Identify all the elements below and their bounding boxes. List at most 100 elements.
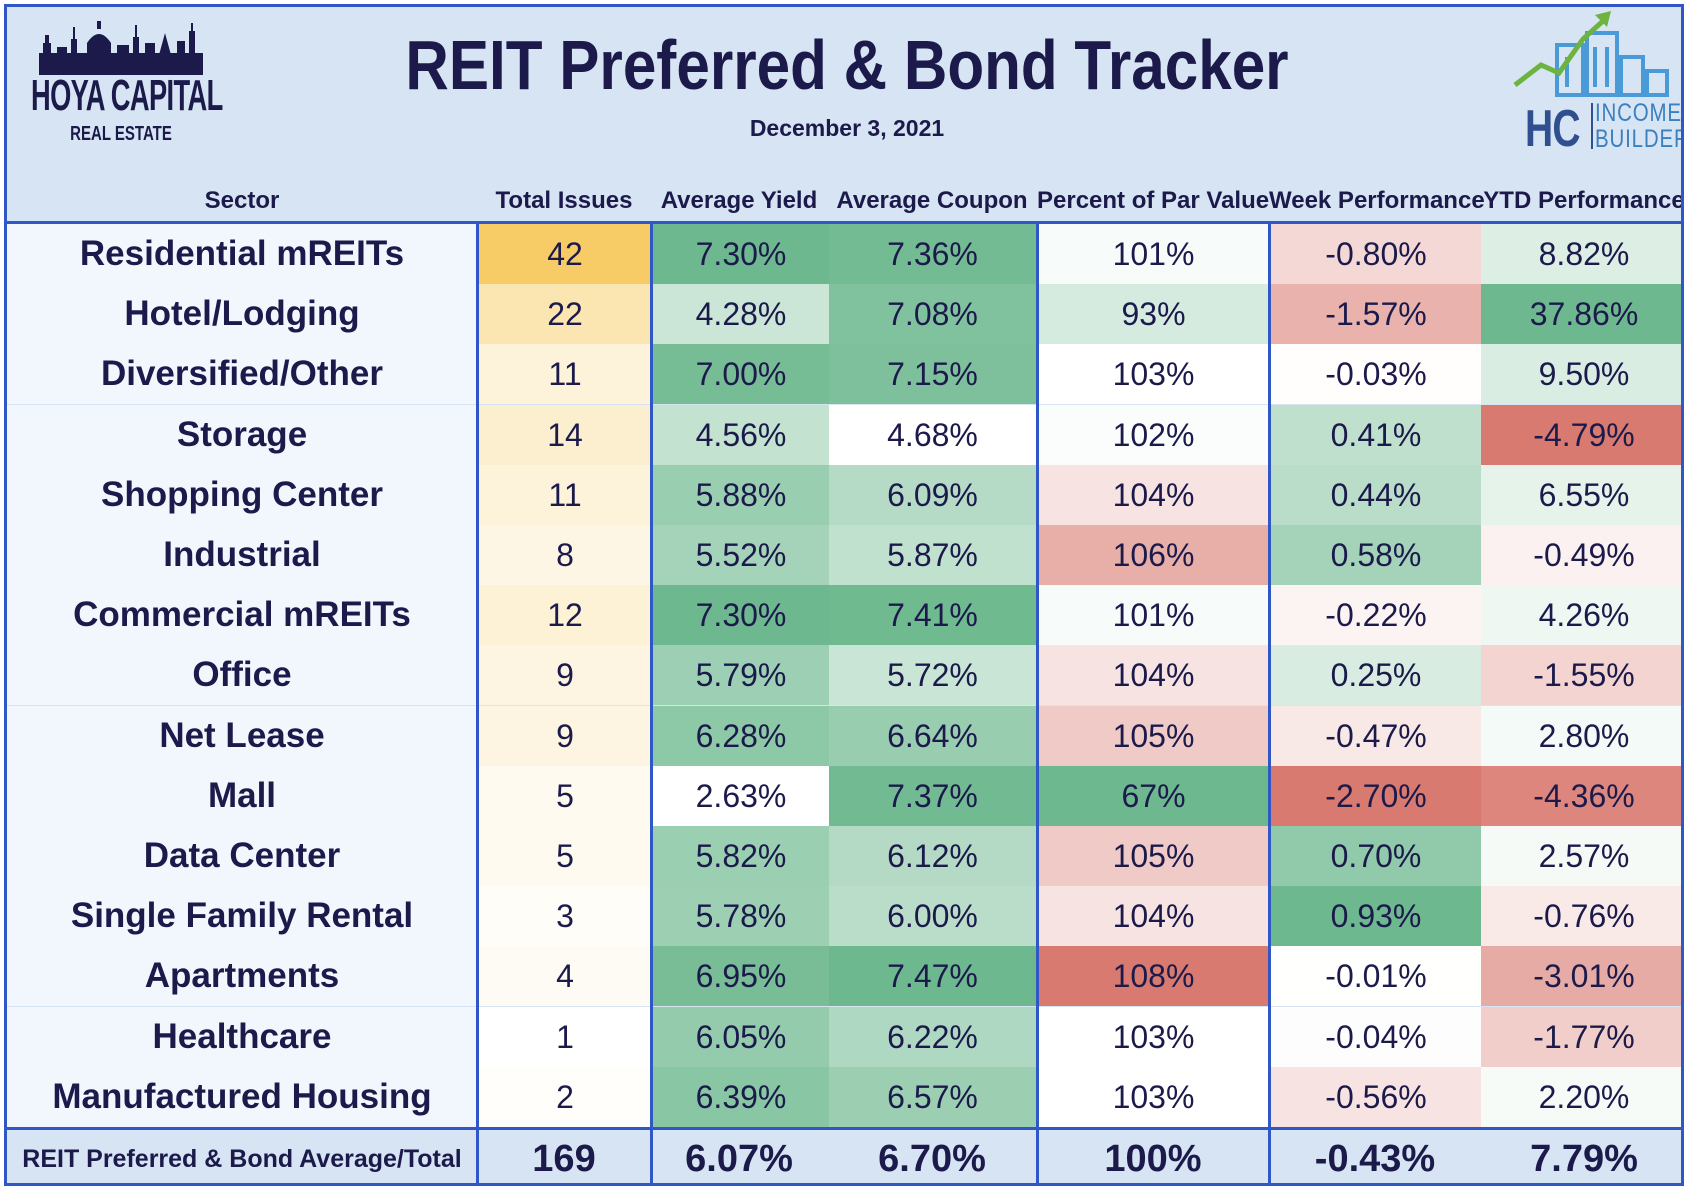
hc-logo-builder: BUILDER (1595, 125, 1684, 153)
column-header-sector: Sector (204, 187, 280, 214)
cell-yield: 5.88% (653, 464, 829, 525)
table-row: Office 9 5.79% 5.72% 104% 0.25% -1.55% (7, 645, 1681, 706)
cell-sector: Net Lease (7, 705, 477, 766)
cell-ytd: 6.55% (1481, 464, 1681, 525)
cell-sector: Storage (7, 404, 477, 465)
cell-yield: 5.79% (653, 645, 829, 706)
cell-ytd: 8.82% (1481, 224, 1681, 284)
cell-sector: Diversified/Other (7, 344, 477, 405)
hc-logo-letters: HC (1525, 100, 1581, 158)
column-divider (1036, 221, 1039, 1183)
cell-issues: 3 (479, 886, 651, 947)
cell-week: 0.25% (1271, 645, 1481, 706)
cell-issues: 2 (479, 1066, 651, 1127)
cell-coupon: 6.00% (829, 886, 1036, 947)
cell-issues: 14 (479, 404, 651, 465)
table-row: Manufactured Housing 2 6.39% 6.57% 103% -0.56… (7, 1066, 1681, 1127)
cell-ytd: -0.49% (1481, 525, 1681, 585)
cell-yield: 7.30% (653, 224, 829, 284)
cell-yield: 6.05% (653, 1006, 829, 1067)
cell-par: 104% (1039, 645, 1268, 706)
cell-issues: 9 (479, 645, 651, 706)
cell-coupon: 7.47% (829, 946, 1036, 1007)
column-header-ytd-performance: YTD Performance (1483, 187, 1684, 214)
cell-week: -0.47% (1271, 705, 1481, 766)
cell-week: 0.44% (1271, 464, 1481, 525)
cell-ytd: 9.50% (1481, 344, 1681, 405)
cell-sector: Manufactured Housing (7, 1066, 477, 1127)
cell-par: 105% (1039, 826, 1268, 886)
table-row: Data Center 5 5.82% 6.12% 105% 0.70% 2.57% (7, 826, 1681, 886)
total-week: -0.43% (1314, 1138, 1436, 1180)
hoya-logo-subtitle: REAL ESTATE (70, 123, 172, 145)
cell-ytd: -4.79% (1481, 404, 1681, 465)
cell-par: 104% (1039, 886, 1268, 947)
table-bottom-rule (7, 1127, 1681, 1130)
cell-par: 101% (1039, 224, 1268, 284)
cell-par: 67% (1039, 765, 1268, 826)
tracker-frame: HOYA CAPITAL REAL ESTATE REIT Preferred … (4, 4, 1684, 1186)
cell-yield: 5.78% (653, 886, 829, 947)
cell-yield: 2.63% (653, 765, 829, 826)
cell-week: -0.56% (1271, 1066, 1481, 1127)
cell-week: 0.58% (1271, 525, 1481, 585)
cell-issues: 5 (479, 826, 651, 886)
cell-yield: 5.82% (653, 826, 829, 886)
cell-issues: 11 (479, 464, 651, 525)
cell-week: -0.22% (1271, 585, 1481, 646)
table-row: Residential mREITs 42 7.30% 7.36% 101% -0.80%… (7, 224, 1681, 284)
cell-sector: Data Center (7, 826, 477, 886)
total-row: REIT Preferred & Bond Average/Total 169 … (7, 1130, 1681, 1183)
cell-coupon: 6.09% (829, 464, 1036, 525)
cell-par: 106% (1039, 525, 1268, 585)
total-issues: 169 (532, 1138, 596, 1180)
table-row: Net Lease 9 6.28% 6.64% 105% -0.47% 2.80% (7, 705, 1681, 766)
cell-yield: 7.00% (653, 344, 829, 405)
total-coupon: 6.70% (878, 1138, 986, 1180)
cell-sector: Commercial mREITs (7, 585, 477, 646)
cell-coupon: 6.64% (829, 705, 1036, 766)
column-header-percent-of-par: Percent of Par Value (1037, 187, 1270, 214)
cell-sector: Single Family Rental (7, 886, 477, 947)
table-row: Industrial 8 5.52% 5.87% 106% 0.58% -0.49% (7, 525, 1681, 585)
table-row: Single Family Rental 3 5.78% 6.00% 104% 0.93%… (7, 886, 1681, 947)
cell-ytd: -1.55% (1481, 645, 1681, 706)
skyline-icon (39, 21, 203, 75)
table-top-rule (7, 221, 1681, 224)
table-row: Diversified/Other 11 7.00% 7.15% 103% -0.03% 9… (7, 344, 1681, 405)
cell-yield: 7.30% (653, 585, 829, 646)
cell-week: -0.80% (1271, 224, 1481, 284)
cell-sector: Healthcare (7, 1006, 477, 1067)
hc-logo-divider (1591, 103, 1593, 149)
cell-ytd: 37.86% (1481, 284, 1681, 345)
total-par: 100% (1104, 1138, 1202, 1180)
cell-coupon: 7.41% (829, 585, 1036, 646)
cell-ytd: 2.57% (1481, 826, 1681, 886)
cell-sector: Apartments (7, 946, 477, 1007)
cell-coupon: 4.68% (829, 404, 1036, 465)
table-row: Apartments 4 6.95% 7.47% 108% -0.01% -3.01% (7, 946, 1681, 1007)
cell-ytd: 2.80% (1481, 705, 1681, 766)
table-row: Healthcare 1 6.05% 6.22% 103% -0.04% -1.77% (7, 1006, 1681, 1067)
column-header-total-issues: Total Issues (495, 187, 633, 214)
cell-issues: 4 (479, 946, 651, 1007)
cell-par: 108% (1039, 946, 1268, 1007)
cell-issues: 1 (479, 1006, 651, 1067)
table-row: Mall 5 2.63% 7.37% 67% -2.70% -4.36% (7, 765, 1681, 826)
cell-par: 93% (1039, 284, 1268, 345)
column-divider (650, 221, 653, 1183)
column-header-average-yield: Average Yield (660, 187, 818, 214)
table-row: Hotel/Lodging 22 4.28% 7.08% 93% -1.57% 37.86% (7, 284, 1681, 345)
table-body: Residential mREITs 42 7.30% 7.36% 101% -0.80%… (7, 224, 1681, 1127)
hc-income-builder-logo: HC INCOME BUILDER (1511, 7, 1684, 158)
cell-coupon: 6.22% (829, 1006, 1036, 1067)
cell-coupon: 6.57% (829, 1066, 1036, 1127)
cell-yield: 6.95% (653, 946, 829, 1007)
cell-sector: Shopping Center (7, 464, 477, 525)
cell-coupon: 7.36% (829, 224, 1036, 284)
cell-week: 0.70% (1271, 826, 1481, 886)
cell-ytd: 2.20% (1481, 1066, 1681, 1127)
cell-issues: 22 (479, 284, 651, 345)
total-label: REIT Preferred & Bond Average/Total (22, 1145, 462, 1173)
total-yield: 6.07% (685, 1138, 793, 1180)
